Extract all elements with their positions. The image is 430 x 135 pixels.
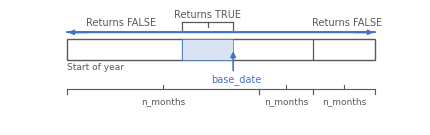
Text: n_months: n_months bbox=[264, 97, 307, 106]
Text: Start of year: Start of year bbox=[67, 63, 124, 72]
Text: n_months: n_months bbox=[141, 97, 185, 106]
Text: base_date: base_date bbox=[211, 74, 261, 85]
Text: Returns TRUE: Returns TRUE bbox=[174, 10, 241, 20]
Bar bbox=[67, 39, 374, 60]
Text: Returns FALSE: Returns FALSE bbox=[86, 18, 156, 28]
Text: n_months: n_months bbox=[321, 97, 365, 106]
Text: Returns FALSE: Returns FALSE bbox=[311, 18, 381, 28]
Bar bbox=[182, 39, 233, 60]
